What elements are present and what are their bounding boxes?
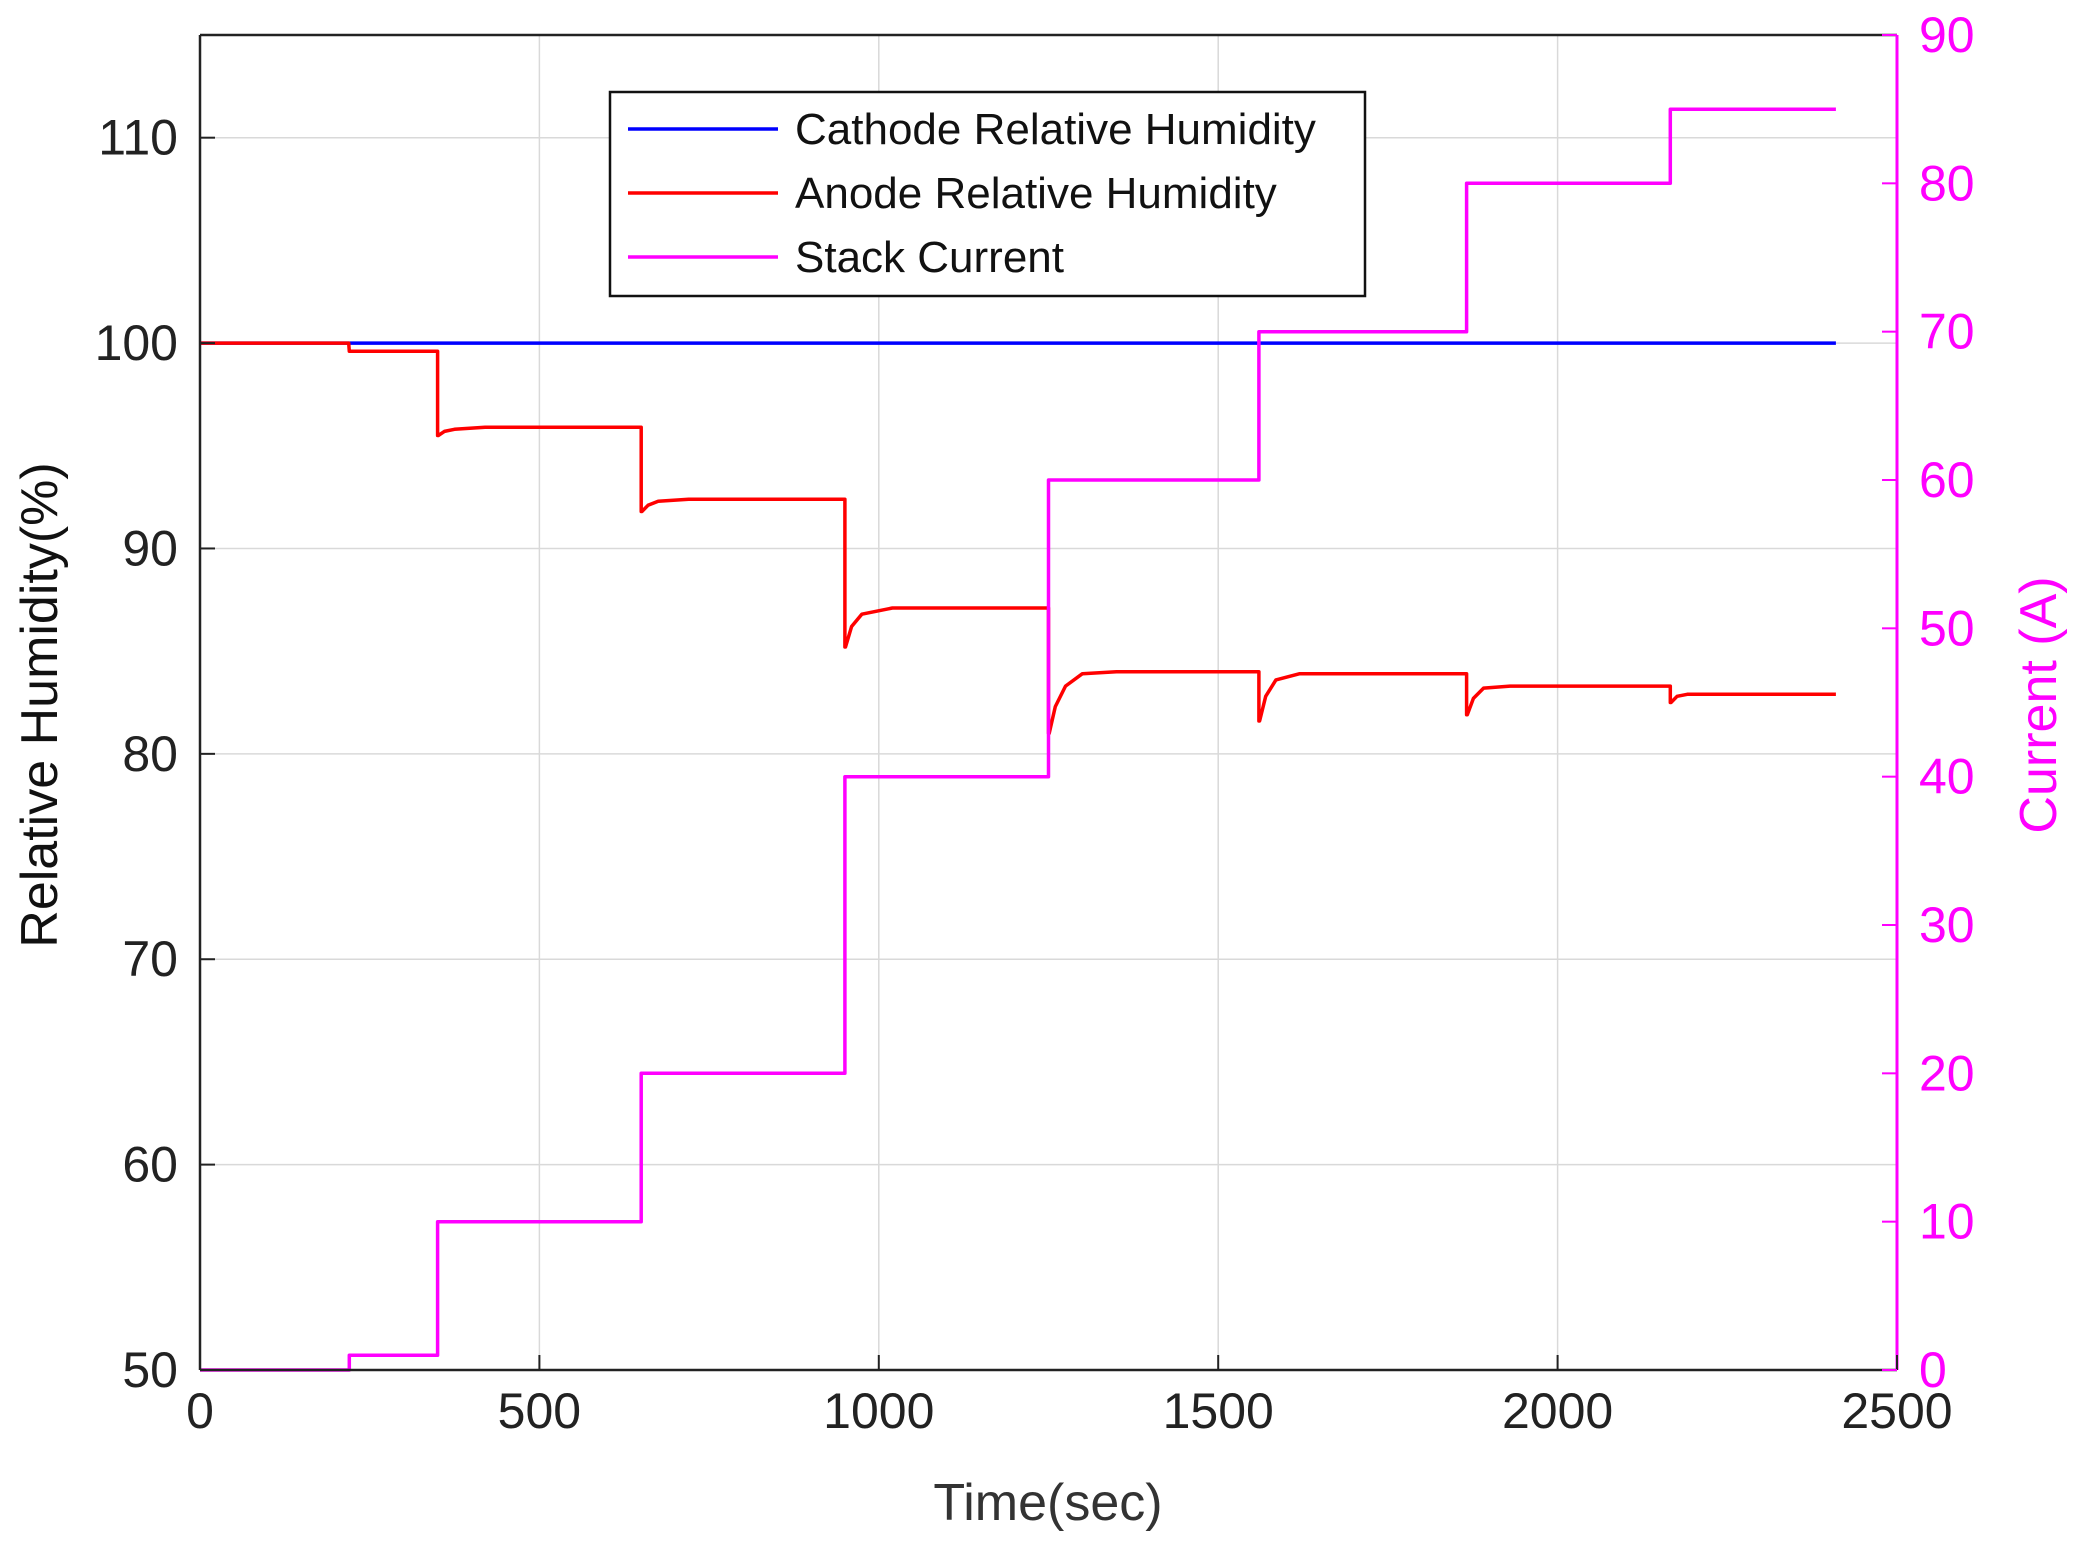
x-tick-label-5: 2500 xyxy=(1841,1383,1952,1439)
tick-labels: 0 500 1000 1500 2000 2500 50 60 70 80 90 100 110 0 10 2… xyxy=(95,7,1975,1439)
y-left-tick-label-2: 70 xyxy=(122,931,178,987)
y-right-tick-label-6: 60 xyxy=(1919,452,1975,508)
y-right-tick-label-8: 80 xyxy=(1919,155,1975,211)
x-tick-label-1: 500 xyxy=(498,1383,581,1439)
legend: Cathode Relative Humidity Anode Relative … xyxy=(608,90,1367,298)
x-tick-label-2: 1000 xyxy=(823,1383,934,1439)
y-right-tick-label-3: 30 xyxy=(1919,897,1975,953)
y-left-tick-label-4: 90 xyxy=(122,520,178,576)
y-axis-label-right: Current (A) xyxy=(2010,576,2068,833)
x-axis-label: Time(sec) xyxy=(933,1474,1162,1532)
y-right-tick-label-7: 70 xyxy=(1919,304,1975,360)
y-axis-label-left: Relative Humidity(%) xyxy=(11,462,69,947)
y-left-tick-label-6: 110 xyxy=(98,110,178,166)
y-right-tick-label-9: 90 xyxy=(1919,7,1975,63)
y-left-tick-label-1: 60 xyxy=(122,1137,178,1193)
y-left-tick-label-3: 80 xyxy=(122,726,178,782)
x-tick-label-4: 2000 xyxy=(1502,1383,1613,1439)
series-line-stack-current xyxy=(200,107,1836,1372)
y-right-tick-label-0: 0 xyxy=(1919,1342,1947,1398)
y-left-tick-label-5: 100 xyxy=(95,315,178,371)
y-right-tick-label-4: 40 xyxy=(1919,749,1975,805)
x-tick-label-0: 0 xyxy=(186,1383,214,1439)
legend-label-stack-current: Stack Current xyxy=(795,233,1064,282)
legend-label-cathode-relative-humidity: Cathode Relative Humidity xyxy=(795,105,1316,154)
y-right-tick-label-1: 10 xyxy=(1919,1194,1975,1250)
y-right-tick-label-5: 50 xyxy=(1919,600,1975,656)
y-left-tick-label-0: 50 xyxy=(122,1342,178,1398)
axes xyxy=(198,33,1899,1372)
legend-label-anode-relative-humidity: Anode Relative Humidity xyxy=(795,169,1277,218)
series-layer xyxy=(200,107,1836,1372)
x-tick-label-3: 1500 xyxy=(1163,1383,1274,1439)
y-right-tick-label-2: 20 xyxy=(1919,1045,1975,1101)
